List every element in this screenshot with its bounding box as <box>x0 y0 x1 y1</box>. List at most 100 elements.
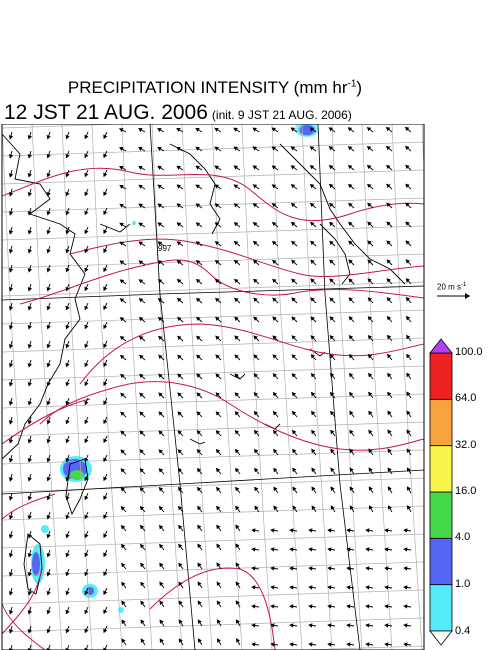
wind-arrow-head <box>157 222 162 227</box>
wind-arrow-head <box>65 362 70 368</box>
wind-arrow-head <box>365 585 370 590</box>
grid-meridian <box>301 124 333 650</box>
wind-arrow-head <box>65 609 70 615</box>
wind-arrow-head <box>8 363 14 368</box>
grid-meridian <box>391 124 423 650</box>
wind-arrow-head <box>384 585 389 590</box>
wind-arrow-head <box>235 524 240 530</box>
wind-arrow-head <box>158 430 163 435</box>
wind-arrow-head <box>386 315 392 321</box>
wind-arrow-head <box>8 287 14 292</box>
wind-arrow-head <box>159 600 164 605</box>
wind-reference-exponent: -1 <box>461 282 467 288</box>
wind-arrow-head <box>252 165 258 170</box>
wind-arrow-head <box>178 524 183 530</box>
wind-arrow-head <box>215 449 221 454</box>
wind-arrow-head <box>139 468 144 473</box>
isobar-5 <box>39 381 424 451</box>
wind-arrow-head <box>329 278 334 283</box>
wind-arrow-head <box>328 127 334 132</box>
wind-arrow-head <box>406 486 411 491</box>
wind-arrow-head <box>27 420 32 425</box>
wind-arrow-head <box>138 184 143 189</box>
colorbar-level-label: 16.0 <box>455 485 477 497</box>
wind-arrow-head <box>347 146 353 151</box>
wind-arrow-head <box>121 638 126 644</box>
wind-arrow-head <box>27 135 32 140</box>
wind-arrow-head <box>177 467 183 473</box>
wind-arrow-head <box>406 334 411 340</box>
wind-arrow-head <box>292 486 297 492</box>
wind-arrow-head <box>215 392 220 397</box>
title-exponent: -1 <box>347 78 357 90</box>
wind-arrow-head <box>405 221 410 226</box>
wind-arrow-head <box>289 547 294 552</box>
wind-arrow-head <box>233 278 239 284</box>
wind-arrow-head <box>387 410 392 416</box>
wind-arrow-head <box>403 642 408 647</box>
wind-arrow-head <box>329 353 335 359</box>
wind-arrow-head <box>84 552 89 558</box>
wind-arrow-head <box>272 391 278 397</box>
wind-arrow-head <box>46 458 51 463</box>
wind-arrow-head <box>27 477 32 482</box>
grid-meridian <box>181 124 213 650</box>
wind-arrow-head <box>406 391 411 397</box>
wind-arrow-head <box>384 566 389 571</box>
wind-reference-arrow <box>437 293 470 299</box>
wind-arrow-head <box>347 165 353 170</box>
wind-arrow-head <box>215 335 220 340</box>
wind-arrow-shaft <box>47 644 51 650</box>
wind-arrow-head <box>384 547 389 552</box>
wind-arrow-head <box>27 382 32 387</box>
wind-arrow-head <box>138 279 144 284</box>
wind-arrow-head <box>84 457 89 463</box>
coast-islands-1 <box>99 223 131 233</box>
wind-arrow-head <box>330 410 335 416</box>
wind-arrow-head <box>8 268 14 273</box>
wind-arrow-head <box>103 552 108 558</box>
wind-arrow-head <box>46 287 51 292</box>
wind-arrow-head <box>330 391 335 397</box>
grid-parallel <box>2 169 424 185</box>
wind-arrow-head <box>367 278 372 283</box>
wind-arrow-head <box>252 127 257 132</box>
wind-arrow-head <box>308 585 313 590</box>
wind-arrow-head <box>27 458 32 463</box>
wind-arrow-head <box>195 222 201 227</box>
wind-arrow-head <box>195 203 201 208</box>
wind-arrow-head <box>291 316 296 321</box>
wind-arrow-head <box>346 528 351 533</box>
colorbar-box <box>429 398 453 446</box>
wind-arrow-head <box>27 230 32 235</box>
wind-arrow-head <box>84 153 89 159</box>
wind-arrow-head <box>27 306 32 311</box>
wind-arrow-head <box>46 401 51 406</box>
wind-arrow-head <box>197 543 202 549</box>
wind-arrow-head <box>349 410 354 416</box>
wind-arrow-head <box>157 241 163 246</box>
wind-arrow-head <box>292 467 297 473</box>
wind-arrow-head <box>384 642 389 647</box>
wind-arrow-head <box>234 335 239 340</box>
wind-arrow-head <box>84 476 89 482</box>
wind-arrow-head <box>271 165 277 170</box>
wind-arrow-head <box>329 297 334 302</box>
wind-arrow-head <box>158 505 164 511</box>
wind-arrow-head <box>252 203 258 208</box>
wind-arrow-head <box>84 628 89 634</box>
wind-arrow-head <box>8 249 14 254</box>
wind-arrow-head <box>46 610 51 615</box>
wind-arrow-head <box>386 202 391 207</box>
grid-parallel <box>2 365 424 381</box>
wind-arrow-head <box>46 477 51 482</box>
wind-arrow-head <box>176 184 181 189</box>
wind-arrow-head <box>140 619 145 625</box>
grid-parallel <box>2 617 424 633</box>
wind-arrow-head <box>8 135 14 140</box>
wind-arrow-head <box>254 448 259 454</box>
wind-arrow-head <box>138 298 144 303</box>
valid-time: 12 JST 21 AUG. 2006 <box>4 101 208 124</box>
wind-arrow-head <box>368 391 373 397</box>
wind-arrow-head <box>405 183 410 188</box>
